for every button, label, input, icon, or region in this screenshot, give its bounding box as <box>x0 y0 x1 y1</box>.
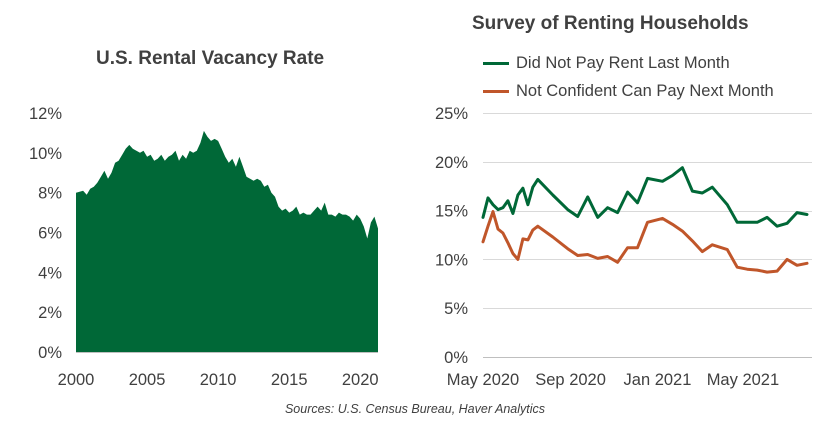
legend-item-did-not-pay: Did Not Pay Rent Last Month <box>483 52 730 74</box>
left-chart-title: U.S. Rental Vacancy Rate <box>96 48 325 69</box>
legend-swatch-not-confident <box>483 89 509 93</box>
legend-label-not-confident: Not Confident Can Pay Next Month <box>516 81 774 100</box>
left-y-tick-label: 10% <box>29 145 62 163</box>
legend-label-did-not-pay: Did Not Pay Rent Last Month <box>516 53 730 72</box>
renting-survey-chart: 0% 5% 10% 15% 20% 25% May 2020 Sep 2020 Jan 2021… <box>435 105 812 389</box>
left-y-tick-label: 4% <box>38 264 62 282</box>
left-y-tick-label: 12% <box>29 105 62 123</box>
left-y-tick-label: 0% <box>38 344 62 362</box>
right-y-tick-label: 10% <box>435 251 468 269</box>
right-x-tick-label: May 2021 <box>707 371 779 389</box>
left-x-tick-label: 2010 <box>200 371 237 389</box>
right-y-tick-label: 0% <box>444 349 468 367</box>
vacancy-rate-chart: 0% 2% 4% 6% 8% 10% 12% 2000 2005 2010 2015 2020 <box>29 105 379 389</box>
right-y-tick-label: 20% <box>435 154 468 172</box>
left-x-tick-label: 2020 <box>342 371 379 389</box>
right-x-tick-label: Sep 2020 <box>535 371 606 389</box>
source-note: Sources: U.S. Census Bureau, Haver Analy… <box>284 402 546 416</box>
left-y-tick-label: 8% <box>38 185 62 203</box>
right-y-tick-label: 15% <box>435 203 468 221</box>
right-x-tick-label: May 2020 <box>447 371 519 389</box>
vacancy-rate-area <box>76 130 378 352</box>
left-y-tick-label: 6% <box>38 225 62 243</box>
right-x-tick-label: Jan 2021 <box>624 371 692 389</box>
series-line-not-confident <box>481 210 809 274</box>
right-y-tick-label: 25% <box>435 105 468 123</box>
left-x-tick-label: 2005 <box>129 371 166 389</box>
left-x-tick-label: 2015 <box>271 371 308 389</box>
legend-swatch-did-not-pay <box>483 61 509 65</box>
legend-item-not-confident: Not Confident Can Pay Next Month <box>483 80 774 102</box>
series-line-did-not-pay <box>481 166 809 228</box>
left-y-tick-label: 2% <box>38 304 62 322</box>
right-chart-title: Survey of Renting Households <box>472 13 749 34</box>
right-y-tick-label: 5% <box>444 300 468 318</box>
left-x-tick-label: 2000 <box>58 371 95 389</box>
